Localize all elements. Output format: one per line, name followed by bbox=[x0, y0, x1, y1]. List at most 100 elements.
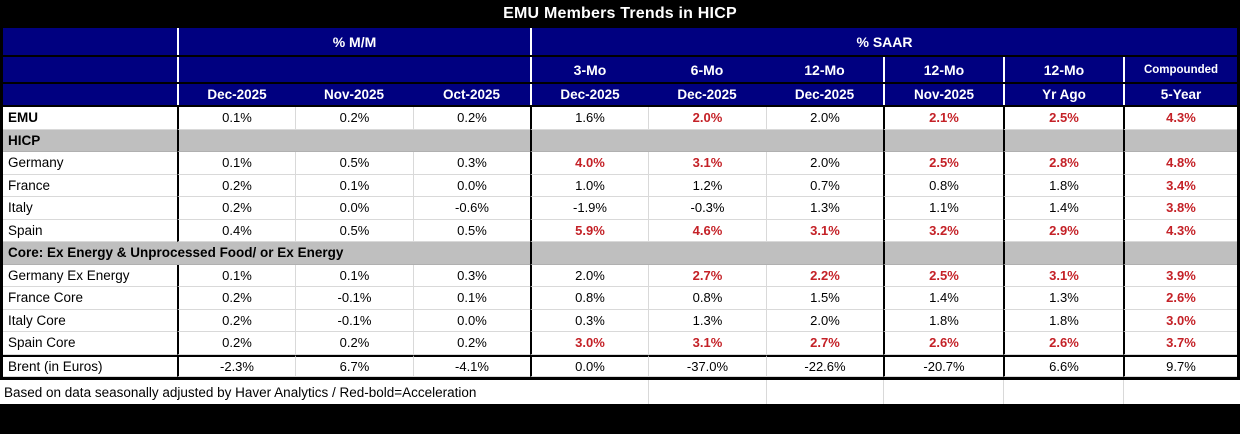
value-cell: 4.0% bbox=[530, 152, 648, 175]
value-cell: 0.8% bbox=[530, 287, 648, 310]
value-cell: 2.7% bbox=[766, 332, 883, 355]
value-cell: 0.0% bbox=[295, 197, 413, 220]
value-cell: 0.4% bbox=[177, 219, 295, 242]
period-header: Compounded bbox=[1123, 57, 1237, 82]
value-cell: 0.5% bbox=[413, 219, 530, 242]
value-cell: 4.3% bbox=[1123, 107, 1237, 130]
value-cell: 3.1% bbox=[648, 332, 766, 355]
value-cell: 1.0% bbox=[530, 174, 648, 197]
value-cell: 3.8% bbox=[1123, 197, 1237, 220]
value-cell: 0.1% bbox=[295, 174, 413, 197]
date-header: Dec-2025 bbox=[766, 84, 883, 105]
section-label: HICP bbox=[3, 129, 177, 152]
value-cell: 0.3% bbox=[413, 264, 530, 287]
value-cell: 2.5% bbox=[883, 152, 1003, 175]
value-cell: 0.1% bbox=[413, 287, 530, 310]
gridline bbox=[648, 380, 649, 404]
table-row: France Core 0.2% -0.1% 0.1% 0.8% 0.8% 1.5% 1.4%… bbox=[3, 287, 1237, 310]
value-cell: 2.6% bbox=[1123, 287, 1237, 310]
value-cell: 1.8% bbox=[1003, 174, 1123, 197]
value-cell: 2.7% bbox=[648, 264, 766, 287]
value-cell: 0.2% bbox=[177, 332, 295, 355]
period-header: 12-Mo bbox=[883, 57, 1003, 82]
date-header: Yr Ago bbox=[1003, 84, 1123, 105]
section-fill bbox=[530, 129, 883, 152]
table-row: Spain Core 0.2% 0.2% 0.2% 3.0% 3.1% 2.7% 2.6% 2.… bbox=[3, 332, 1237, 355]
row-label: France bbox=[3, 174, 177, 197]
value-cell: 0.2% bbox=[413, 332, 530, 355]
value-cell: 6.7% bbox=[295, 354, 413, 377]
table-body: EMU 0.1% 0.2% 0.2% 1.6% 2.0% 2.0% 2.1% 2.5% 4.3% H… bbox=[3, 107, 1237, 377]
value-cell: 1.8% bbox=[1003, 309, 1123, 332]
value-cell: 2.0% bbox=[766, 152, 883, 175]
section-fill bbox=[1003, 129, 1123, 152]
value-cell: 1.4% bbox=[1003, 197, 1123, 220]
value-cell: 0.2% bbox=[177, 174, 295, 197]
date-header: 5-Year bbox=[1123, 84, 1237, 105]
value-cell: -0.3% bbox=[648, 197, 766, 220]
value-cell: 6.6% bbox=[1003, 354, 1123, 377]
value-cell: 2.0% bbox=[648, 107, 766, 130]
section-fill bbox=[883, 242, 1003, 265]
footnote-text: Based on data seasonally adjusted by Hav… bbox=[4, 384, 477, 400]
section-fill bbox=[1123, 129, 1237, 152]
value-cell: 3.1% bbox=[766, 219, 883, 242]
value-cell: 3.1% bbox=[648, 152, 766, 175]
value-cell: 0.2% bbox=[295, 332, 413, 355]
table-row: EMU 0.1% 0.2% 0.2% 1.6% 2.0% 2.0% 2.1% 2.5% 4.3% bbox=[3, 107, 1237, 130]
date-header: Nov-2025 bbox=[883, 84, 1003, 105]
value-cell: 4.8% bbox=[1123, 152, 1237, 175]
value-cell: 1.1% bbox=[883, 197, 1003, 220]
section-fill bbox=[530, 242, 883, 265]
value-cell: 1.3% bbox=[648, 309, 766, 332]
table-row: Italy Core 0.2% -0.1% 0.0% 0.3% 1.3% 2.0% 1.8% 1… bbox=[3, 309, 1237, 332]
table-row: Italy 0.2% 0.0% -0.6% -1.9% -0.3% 1.3% 1.1% 1.4%… bbox=[3, 197, 1237, 220]
value-cell: 2.0% bbox=[530, 264, 648, 287]
gridline bbox=[883, 380, 884, 404]
table-row: Brent (in Euros) -2.3% 6.7% -4.1% 0.0% -37.0%… bbox=[3, 354, 1237, 377]
value-cell: 2.8% bbox=[1003, 152, 1123, 175]
value-cell: -37.0% bbox=[648, 354, 766, 377]
bottom-black-bar bbox=[0, 404, 1240, 434]
value-cell: 1.3% bbox=[766, 197, 883, 220]
header-spacer bbox=[3, 57, 177, 82]
row-label: Spain Core bbox=[3, 332, 177, 355]
row-label: Brent (in Euros) bbox=[3, 354, 177, 377]
value-cell: 1.5% bbox=[766, 287, 883, 310]
value-cell: 4.6% bbox=[648, 219, 766, 242]
value-cell: 0.8% bbox=[648, 287, 766, 310]
value-cell: 1.8% bbox=[883, 309, 1003, 332]
period-header-row: 3-Mo 6-Mo 12-Mo 12-Mo 12-Mo Compounded bbox=[3, 57, 1237, 84]
value-cell: 0.2% bbox=[177, 197, 295, 220]
section-fill bbox=[177, 129, 530, 152]
value-cell: 0.1% bbox=[295, 264, 413, 287]
gridline bbox=[1003, 380, 1004, 404]
date-header: Dec-2025 bbox=[177, 84, 295, 105]
section-header-row: HICP bbox=[3, 129, 1237, 152]
value-cell: 2.1% bbox=[883, 107, 1003, 130]
row-label: France Core bbox=[3, 287, 177, 310]
row-label: Italy Core bbox=[3, 309, 177, 332]
value-cell: -0.1% bbox=[295, 309, 413, 332]
value-cell: 1.3% bbox=[1003, 287, 1123, 310]
value-cell: -20.7% bbox=[883, 354, 1003, 377]
gridline bbox=[1123, 380, 1124, 404]
period-header: 12-Mo bbox=[1003, 57, 1123, 82]
table-row: Spain 0.4% 0.5% 0.5% 5.9% 4.6% 3.1% 3.2% 2.9% 4.3… bbox=[3, 219, 1237, 242]
value-cell: 2.9% bbox=[1003, 219, 1123, 242]
gridline bbox=[766, 380, 767, 404]
section-fill bbox=[883, 129, 1003, 152]
period-header: 12-Mo bbox=[766, 57, 883, 82]
value-cell: -1.9% bbox=[530, 197, 648, 220]
value-cell: 0.1% bbox=[177, 152, 295, 175]
date-header-row: Dec-2025 Nov-2025 Oct-2025 Dec-2025 Dec-… bbox=[3, 84, 1237, 107]
value-cell: 0.2% bbox=[295, 107, 413, 130]
header-spacer bbox=[3, 28, 177, 55]
value-cell: -0.6% bbox=[413, 197, 530, 220]
value-cell: 0.8% bbox=[883, 174, 1003, 197]
value-cell: 0.5% bbox=[295, 152, 413, 175]
value-cell: 2.0% bbox=[766, 309, 883, 332]
row-label: Germany Ex Energy bbox=[3, 264, 177, 287]
row-label: EMU bbox=[3, 107, 177, 130]
group-header-saar: % SAAR bbox=[530, 28, 1237, 55]
